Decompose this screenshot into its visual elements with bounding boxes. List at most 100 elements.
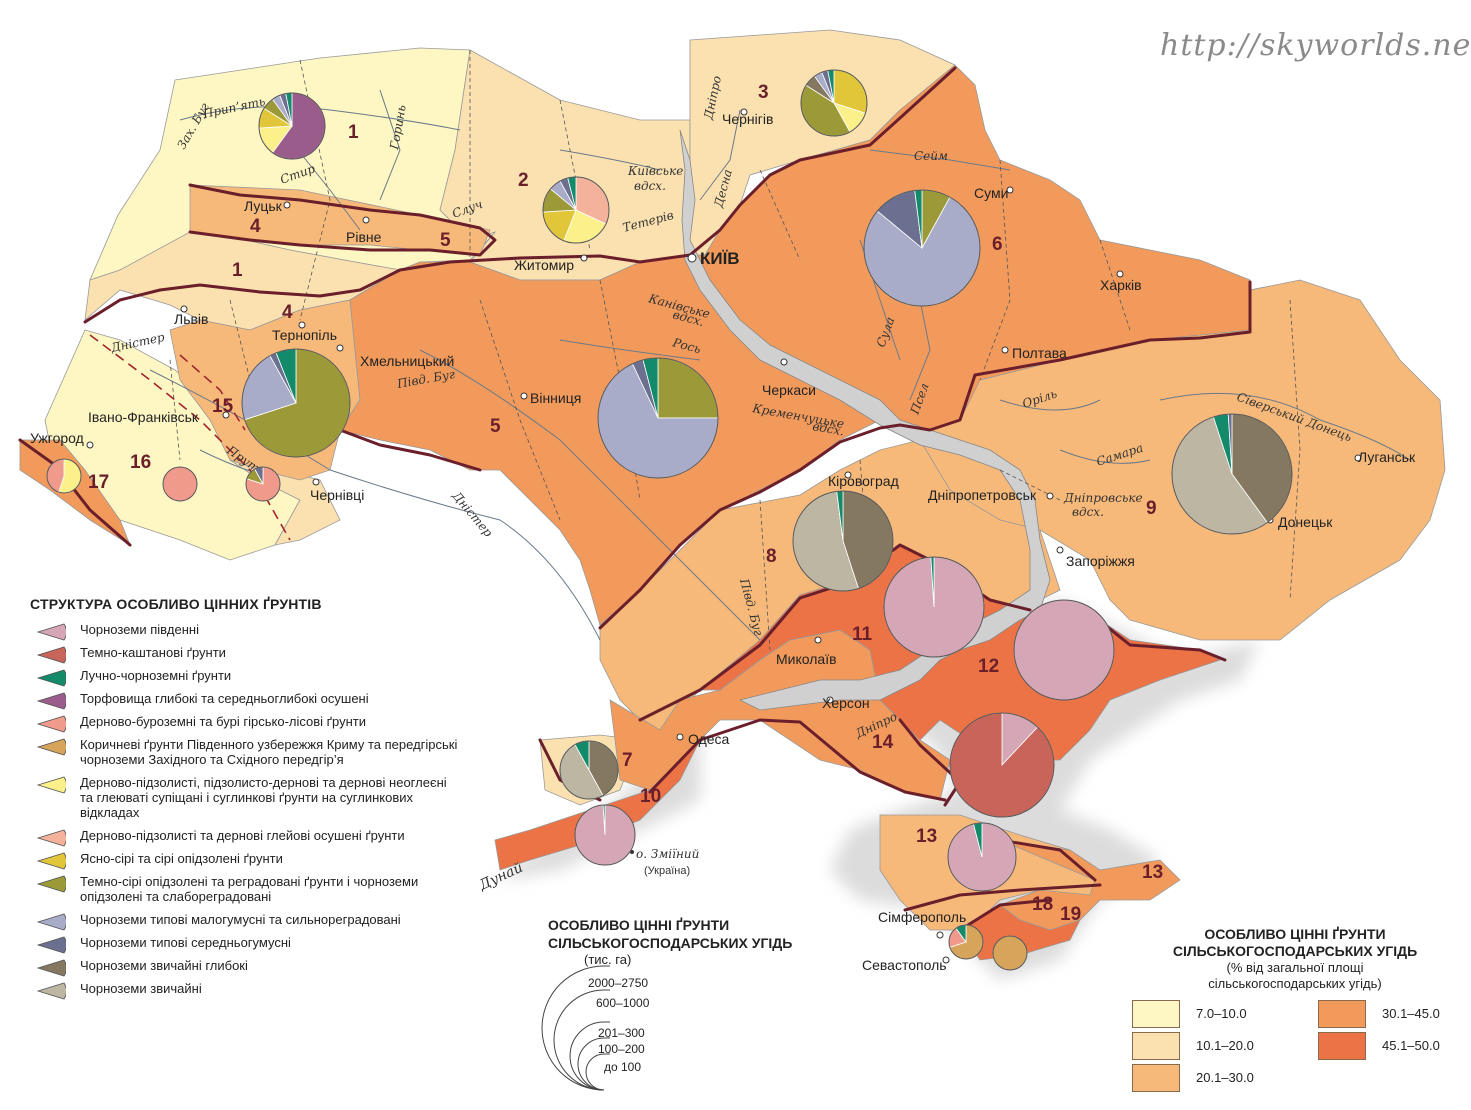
soil-legend-item-pivdenni: Чорноземи південні [30,622,460,641]
pie-wedge-icon [36,936,66,954]
pie-chart-region-9 [1171,413,1293,535]
watermark: http://skyworlds.net/ [1160,28,1471,63]
city-kirovohrad: Кіровоград [828,473,899,489]
city-mykolaiv: Миколаїв [776,651,837,667]
soil-legend-item-yasnosiri: Ясно-сірі та сірі опідзолені ґрунти [30,851,460,870]
pie-wedge-icon [36,715,66,733]
pie-chart-region-16b [245,466,281,502]
city-ivanofrankivsk: Івано-Франківськ [88,409,199,425]
city-khmelnytskyi: Хмельницький [360,353,454,369]
city-vinnytsia: Вінниця [530,390,581,406]
region-number: 18 [1032,894,1053,915]
size-legend-arc [585,1053,605,1091]
reservoir-kyivske: Київське [627,164,683,178]
pie-wedge-shape [36,646,66,664]
percent-legend-subtitle-2: сільськогосподарських угідь) [1208,976,1382,991]
pie-outline [949,712,1055,818]
pie-outline [800,69,868,137]
city-lviv: Львів [174,311,208,327]
reservoir-kyivske-suffix: вдсх. [634,179,666,193]
city-odesa: Одеса [688,731,730,747]
pie-chart-region-7 [559,740,619,800]
city-ternopil: Тернопіль [272,327,337,343]
region-number: 4 [282,302,293,323]
pie-chart-region-8 [792,490,894,592]
pie-wedge-icon [36,623,66,641]
pie-chart-region-2 [542,176,610,244]
pie-chart-region-3 [800,69,868,137]
region-number: 11 [852,624,873,645]
pie-chart-region-6 [863,189,981,307]
soil-legend-item-dernpidz: Дерново-підзолисті, підзолисто-дернові т… [30,775,460,820]
percent-legend: ОСОБЛИВО ЦІННІ ҐРУНТИ СІЛЬСЬКОГОСПОДАРСЬ… [1130,926,1460,1092]
region-number: 9 [1146,498,1157,519]
soil-legend-item-korychnevi: Коричневі ґрунти Південного узбережжя Кр… [30,737,460,767]
soil-legend-label: Коричневі ґрунти Південного узбережжя Кр… [80,737,458,767]
region-number: 16 [130,452,151,473]
size-legend: ОСОБЛИВО ЦІННІ ҐРУНТИ СІЛЬСЬКОГОСПОДАРСЬ… [548,916,828,1074]
soil-legend-item-typmalo: Чорноземи типові малогумусні та сильноре… [30,912,460,931]
region-number: 1 [232,260,243,281]
size-legend-title-2: СІЛЬСЬКОГОСПОДАРСЬКИХ УГІДЬ [548,935,793,951]
soil-legend-label: Дерново-підзолисті та дернові глейові ос… [80,828,405,843]
pie-wedge-shape [36,715,66,733]
percent-legend-title-2: СІЛЬСЬКОГОСПОДАРСЬКИХ УГІДЬ [1172,943,1418,959]
city-lutsk: Луцьк [244,198,283,214]
soil-legend-item-typserednio: Чорноземи типові середньогумусні [30,935,460,954]
region-number: 7 [622,750,633,771]
soil-legend-item-zvych: Чорноземи звичайні [30,981,460,1000]
size-class-label: до 100 [604,1060,642,1074]
pie-chart-region-11 [883,556,985,658]
city-luhansk: Луганськ [1358,449,1416,465]
pie-wedge-shape [36,959,66,977]
soil-legend-label: Чорноземи типові середньогумусні [80,935,291,950]
reservoir-dniprovske: Дніпровське [1063,491,1143,505]
size-legend-arc [577,1037,605,1091]
soil-legend-item-luchno: Лучно-чорноземні ґрунти [30,668,460,687]
zmiinyi-island: о. Зміїний (Україна) [630,847,699,877]
pie-wedge-shape [36,738,66,756]
city-labels: КИЇВ Луцьк Рівне Житомир Чернігів Суми Х… [30,111,1416,973]
size-legend-circles [541,965,610,1091]
percent-swatch-30-45 [1318,1000,1366,1028]
soil-legend-label: Темно-каштанові ґрунти [80,645,226,660]
soil-legend-label: Чорноземи звичайні глибокі [80,958,248,973]
soil-legend-item-torf: Торфовища глибокі та середньоглибокі осу… [30,691,460,710]
city-chernivtsi: Чернівці [310,487,364,503]
percent-class-label: 7.0–10.0 [1196,1006,1247,1021]
city-rivne: Рівне [346,229,382,245]
pie-chart-region-14 [949,712,1055,818]
pie-outline [245,466,281,502]
pie-wedge-shape [36,669,66,687]
city-markers [86,108,1362,964]
city-kyiv: КИЇВ [700,249,740,268]
size-legend-arc [541,965,605,1091]
island-country: (Україна) [644,865,690,877]
size-legend-arc [553,989,605,1091]
pie-slice-pivdenni [1013,599,1115,701]
pie-chart-region-15 [241,348,351,458]
pie-outline [542,176,610,244]
pie-chart-region-19 [992,935,1028,971]
percent-swatch-20-30 [1132,1064,1180,1092]
pie-wedge-icon [36,852,66,870]
reservoir-kremenchuk-suffix: вдсх. [811,419,845,438]
pie-chart-region-5 [597,357,719,479]
pie-outline [792,490,894,592]
city-donetsk: Донецьк [1278,514,1333,530]
pie-wedge-shape [36,623,66,641]
region-number: 13 [916,826,937,847]
pie-outline [947,822,1017,892]
region-number: 3 [758,82,769,103]
size-legend-arc [569,1021,605,1091]
city-kherson: Херсон [822,695,870,711]
pie-wedge-shape [36,692,66,710]
city-uzhhorod: Ужгород [30,430,84,446]
soil-legend-label: Дерново-буроземні та бурі гірсько-лісові… [80,714,366,729]
island-name: о. Зміїний [636,847,699,861]
soil-legend-item-temnokashtan: Темно-каштанові ґрунти [30,645,460,664]
zone-10-20 [84,29,956,806]
region-number: 8 [766,546,777,567]
pie-outline [1013,599,1115,701]
soil-structure-legend-items: Чорноземи південні Темно-каштанові ґрунти… [30,622,460,1000]
